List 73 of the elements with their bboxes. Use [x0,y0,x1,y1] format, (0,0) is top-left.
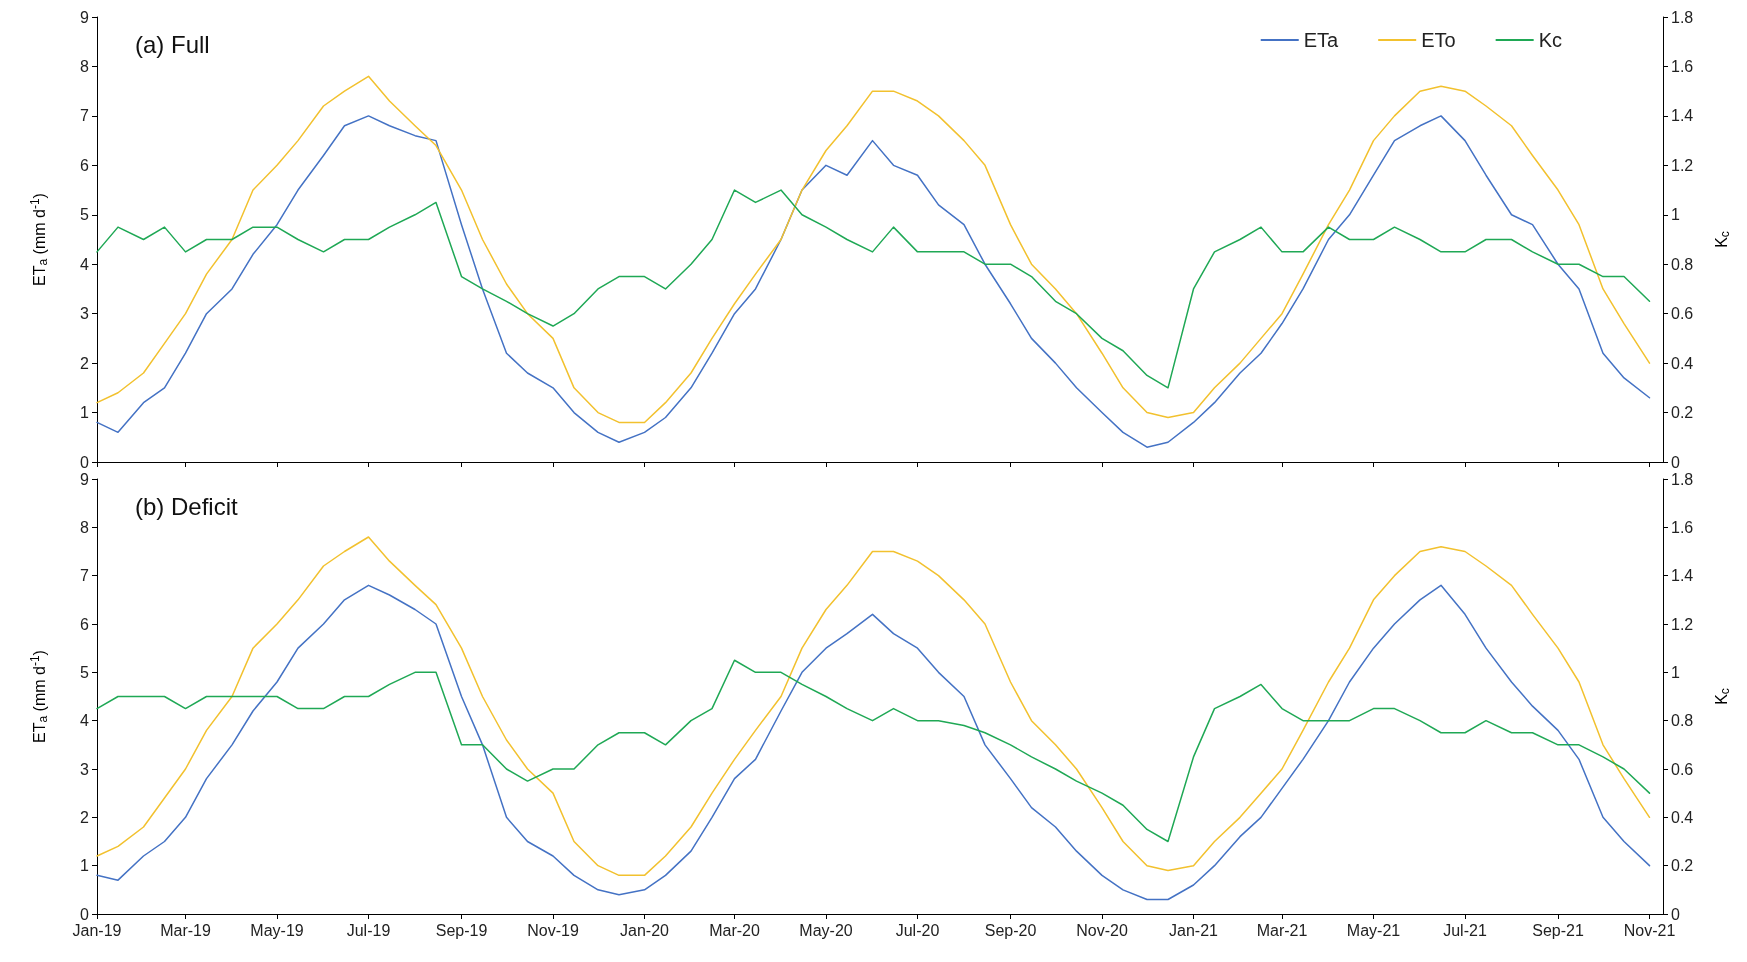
y-tick-label: 6 [80,615,90,633]
y-tick-label: 9 [80,470,90,488]
y-tick-label: 0 [80,905,90,923]
y2-tick-label: 0.2 [1671,857,1694,875]
y-tick-label: 8 [80,518,90,536]
y2-tick-label: 0.4 [1671,354,1694,372]
x-tick-label: May-21 [1346,921,1401,939]
text: (a) Full [135,30,210,58]
y2-tick-label: 1.6 [1671,57,1694,75]
y-tick-label: 5 [80,663,90,681]
y2-tick-label: 0 [1671,453,1680,471]
y2-axis-title: Kc [1712,688,1732,705]
y2-tick-label: 1.4 [1671,567,1694,585]
y2-tick-label: 1 [1671,663,1680,681]
y2-tick-label: 0.2 [1671,404,1694,422]
y2-tick-label: 1 [1671,206,1680,224]
legend-label: ETa [1303,29,1340,51]
y2-tick-label: 1.8 [1671,470,1694,488]
y-tick-label: 9 [80,8,90,26]
x-tick-label: May-19 [250,921,304,939]
y-tick-label: 1 [80,404,90,422]
line-series [96,189,1651,389]
y-axis-title: ETa (mm d-1) [28,650,50,743]
line-series [96,584,1651,901]
legend-label: Kc [1538,29,1562,51]
x-tick-label: Sep-19 [435,921,488,939]
y-tick-label: 7 [80,107,90,125]
y-tick-label: 7 [80,567,90,585]
x-tick-label: Jan-20 [620,921,670,939]
y-tick-label: 0 [80,453,90,471]
x-tick-label: Nov-21 [1623,921,1676,939]
y-tick-label: 4 [80,712,90,730]
y2-tick-label: 0.8 [1671,712,1694,730]
y2-tick-label: 1.8 [1671,8,1694,26]
x-tick-label: May-20 [799,921,853,939]
x-tick-label: Mar-21 [1256,921,1308,939]
x-tick-label: Sep-20 [984,921,1037,939]
x-tick-label: Jul-19 [346,921,391,939]
x-tick-label: Jul-21 [1443,921,1487,939]
x-tick-label: Mar-19 [160,921,211,939]
x-tick-label: Nov-19 [527,921,579,939]
y-tick-label: 8 [80,57,90,75]
x-tick-label: Sep-21 [1532,921,1584,939]
y2-tick-label: 0 [1671,905,1680,923]
y2-tick-label: 0.8 [1671,255,1694,273]
x-tick-label: Jan-19 [72,921,122,939]
y2-axis-title: Kc [1712,231,1732,248]
y2-tick-label: 0.6 [1671,760,1694,778]
line-series [96,75,1651,424]
y2-tick-label: 1.2 [1671,156,1694,174]
y-tick-label: 6 [80,156,90,174]
y-tick-label: 1 [80,857,90,875]
legend-label: ETo [1421,29,1456,51]
y-tick-label: 2 [80,808,90,826]
text: (b) Deficit [135,492,239,520]
x-tick-label: Jul-20 [895,921,940,939]
y-tick-label: 3 [80,305,90,323]
y-tick-label: 4 [80,255,90,273]
y2-tick-label: 0.4 [1671,808,1694,826]
x-tick-label: Mar-20 [709,921,760,939]
y2-tick-label: 1.4 [1671,107,1694,125]
y-tick-label: 2 [80,354,90,372]
y-tick-label: 5 [80,206,90,224]
line-series [96,659,1651,843]
x-tick-label: Jan-21 [1169,921,1219,939]
y-axis-title: ETa (mm d-1) [28,193,50,286]
line-series [96,115,1651,448]
x-tick-label: Nov-20 [1076,921,1128,939]
line-series [96,536,1651,877]
y-tick-label: 3 [80,760,90,778]
y2-tick-label: 0.6 [1671,305,1694,323]
y2-tick-label: 1.2 [1671,615,1694,633]
y2-tick-label: 1.6 [1671,518,1694,536]
